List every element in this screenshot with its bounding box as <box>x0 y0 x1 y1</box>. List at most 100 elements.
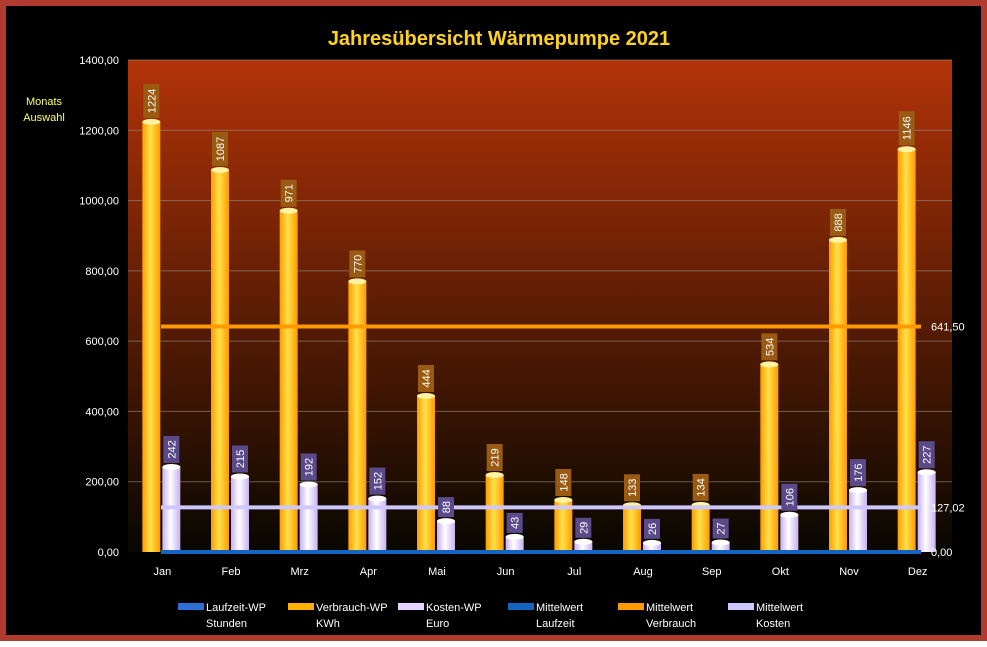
bar-kosten[interactable] <box>780 514 799 552</box>
bar-verbrauch[interactable] <box>211 169 229 553</box>
mean-line-label: 641,50 <box>931 322 965 334</box>
bar-kosten[interactable] <box>574 541 593 552</box>
x-tick-label[interactable]: Jul <box>567 566 581 578</box>
data-label-verbrauch: 534 <box>761 333 778 361</box>
bar-verbrauch[interactable] <box>142 121 161 552</box>
data-label-verbrauch: 1224 <box>143 83 160 118</box>
side-label-line1[interactable]: Monats <box>26 96 63 108</box>
x-tick-label[interactable]: Mai <box>428 566 446 578</box>
legend-sublabel[interactable]: Laufzeit <box>536 618 575 630</box>
x-tick-label[interactable]: Okt <box>772 566 789 578</box>
data-label-kosten: 176 <box>850 459 866 487</box>
x-tick-label[interactable]: Sep <box>702 566 722 578</box>
bar-kosten[interactable] <box>437 521 455 552</box>
legend-label[interactable]: Laufzeit-WP <box>206 602 266 614</box>
bar-verbrauch-cap <box>485 472 504 479</box>
bar-verbrauch[interactable] <box>554 499 573 552</box>
data-label-verbrauch-text: 148 <box>558 473 570 491</box>
data-label-kosten-text: 227 <box>922 446 934 464</box>
legend-label[interactable]: Mittelwert <box>646 602 693 614</box>
side-label-line2[interactable]: Auswahl <box>23 112 65 124</box>
data-label-kosten-text: 242 <box>166 440 178 458</box>
data-label-verbrauch-text: 770 <box>352 255 364 273</box>
data-label-verbrauch-text: 134 <box>696 478 708 496</box>
bar-kosten[interactable] <box>917 472 936 552</box>
bar-kosten[interactable] <box>505 536 524 552</box>
bar-kosten[interactable] <box>643 542 661 552</box>
data-label-verbrauch-text: 133 <box>627 479 639 497</box>
x-tick-label[interactable]: Apr <box>360 566 377 578</box>
bar-verbrauch-cap <box>211 166 229 173</box>
legend-label[interactable]: Mittelwert <box>536 602 583 614</box>
legend-sublabel[interactable]: Kosten <box>756 618 790 630</box>
bar-kosten-cap <box>849 487 867 494</box>
x-tick-label[interactable]: Mrz <box>291 566 309 578</box>
data-label-kosten-text: 215 <box>235 450 247 468</box>
bar-verbrauch-cap <box>417 392 435 399</box>
data-labels: 1224 242 1087 215 971 192 770 152 444 88 219 43 148 2… <box>143 83 935 539</box>
bar-verbrauch[interactable] <box>485 475 504 552</box>
legend-swatch[interactable] <box>508 603 534 610</box>
data-label-verbrauch: 1146 <box>898 111 915 146</box>
bar-verbrauch[interactable] <box>760 364 779 552</box>
data-label-verbrauch: 971 <box>280 179 297 207</box>
data-label-kosten-text: 176 <box>853 463 865 481</box>
data-label-kosten: 29 <box>575 517 592 538</box>
bar-kosten[interactable] <box>299 484 318 552</box>
mean-line-label: 0,00 <box>931 547 952 559</box>
bar-kosten-cap <box>437 518 455 525</box>
legend-sublabel[interactable]: Verbrauch <box>646 618 696 630</box>
legend-swatch[interactable] <box>618 603 644 610</box>
bar-verbrauch[interactable] <box>691 504 710 552</box>
bar-verbrauch-cap <box>554 496 573 503</box>
x-tick-label[interactable]: Nov <box>839 566 859 578</box>
bar-kosten[interactable] <box>231 476 249 552</box>
bar-kosten[interactable] <box>162 466 181 552</box>
data-label-verbrauch-text: 1087 <box>215 137 227 161</box>
data-label-kosten: 242 <box>163 435 180 463</box>
x-tick-label[interactable]: Jan <box>153 566 171 578</box>
bar-kosten-cap <box>574 538 593 545</box>
data-label-verbrauch-text: 971 <box>284 184 296 202</box>
bar-verbrauch[interactable] <box>417 395 435 552</box>
x-tick-label[interactable]: Feb <box>222 566 241 578</box>
y-tick-label: 200,00 <box>85 477 119 489</box>
bar-verbrauch[interactable] <box>623 505 641 552</box>
bar-kosten[interactable] <box>368 498 387 552</box>
bar-verbrauch-cap <box>279 207 298 214</box>
data-label-kosten-text: 29 <box>578 522 590 534</box>
bar-verbrauch[interactable] <box>897 149 916 552</box>
legend-sublabel[interactable]: Euro <box>426 618 449 630</box>
legend: Laufzeit-WP Stunden Verbrauch-WP KWh Kosten-… <box>178 602 803 630</box>
y-tick-label: 1400,00 <box>79 55 119 67</box>
x-tick-label[interactable]: Aug <box>633 566 653 578</box>
bar-kosten-cap <box>299 481 318 488</box>
legend-swatch[interactable] <box>398 603 424 610</box>
bar-verbrauch[interactable] <box>348 281 367 552</box>
legend-label[interactable]: Verbrauch-WP <box>316 602 388 614</box>
data-label-kosten: 227 <box>918 441 935 469</box>
bar-kosten[interactable] <box>711 542 730 552</box>
bar-verbrauch[interactable] <box>829 239 847 552</box>
bar-verbrauch[interactable] <box>279 210 298 552</box>
data-label-kosten-text: 152 <box>372 472 384 490</box>
bar-verbrauch-cap <box>760 361 779 368</box>
legend-swatch[interactable] <box>288 603 314 610</box>
bar-verbrauch-cap <box>829 236 847 243</box>
legend-swatch[interactable] <box>178 603 204 610</box>
data-label-verbrauch-text: 444 <box>421 369 433 387</box>
data-label-kosten-text: 192 <box>304 458 316 476</box>
x-tick-label[interactable]: Dez <box>908 566 928 578</box>
legend-label[interactable]: Mittelwert <box>756 602 803 614</box>
legend-sublabel[interactable]: KWh <box>316 618 340 630</box>
bar-kosten[interactable] <box>849 490 867 552</box>
legend-swatch[interactable] <box>728 603 754 610</box>
y-tick-label: 1200,00 <box>79 125 119 137</box>
legend-label[interactable]: Kosten-WP <box>426 602 482 614</box>
data-label-verbrauch: 219 <box>486 444 503 472</box>
x-tick-label[interactable]: Jun <box>497 566 515 578</box>
legend-sublabel[interactable]: Stunden <box>206 618 247 630</box>
data-label-kosten: 88 <box>438 497 454 518</box>
data-label-kosten: 192 <box>300 453 317 481</box>
